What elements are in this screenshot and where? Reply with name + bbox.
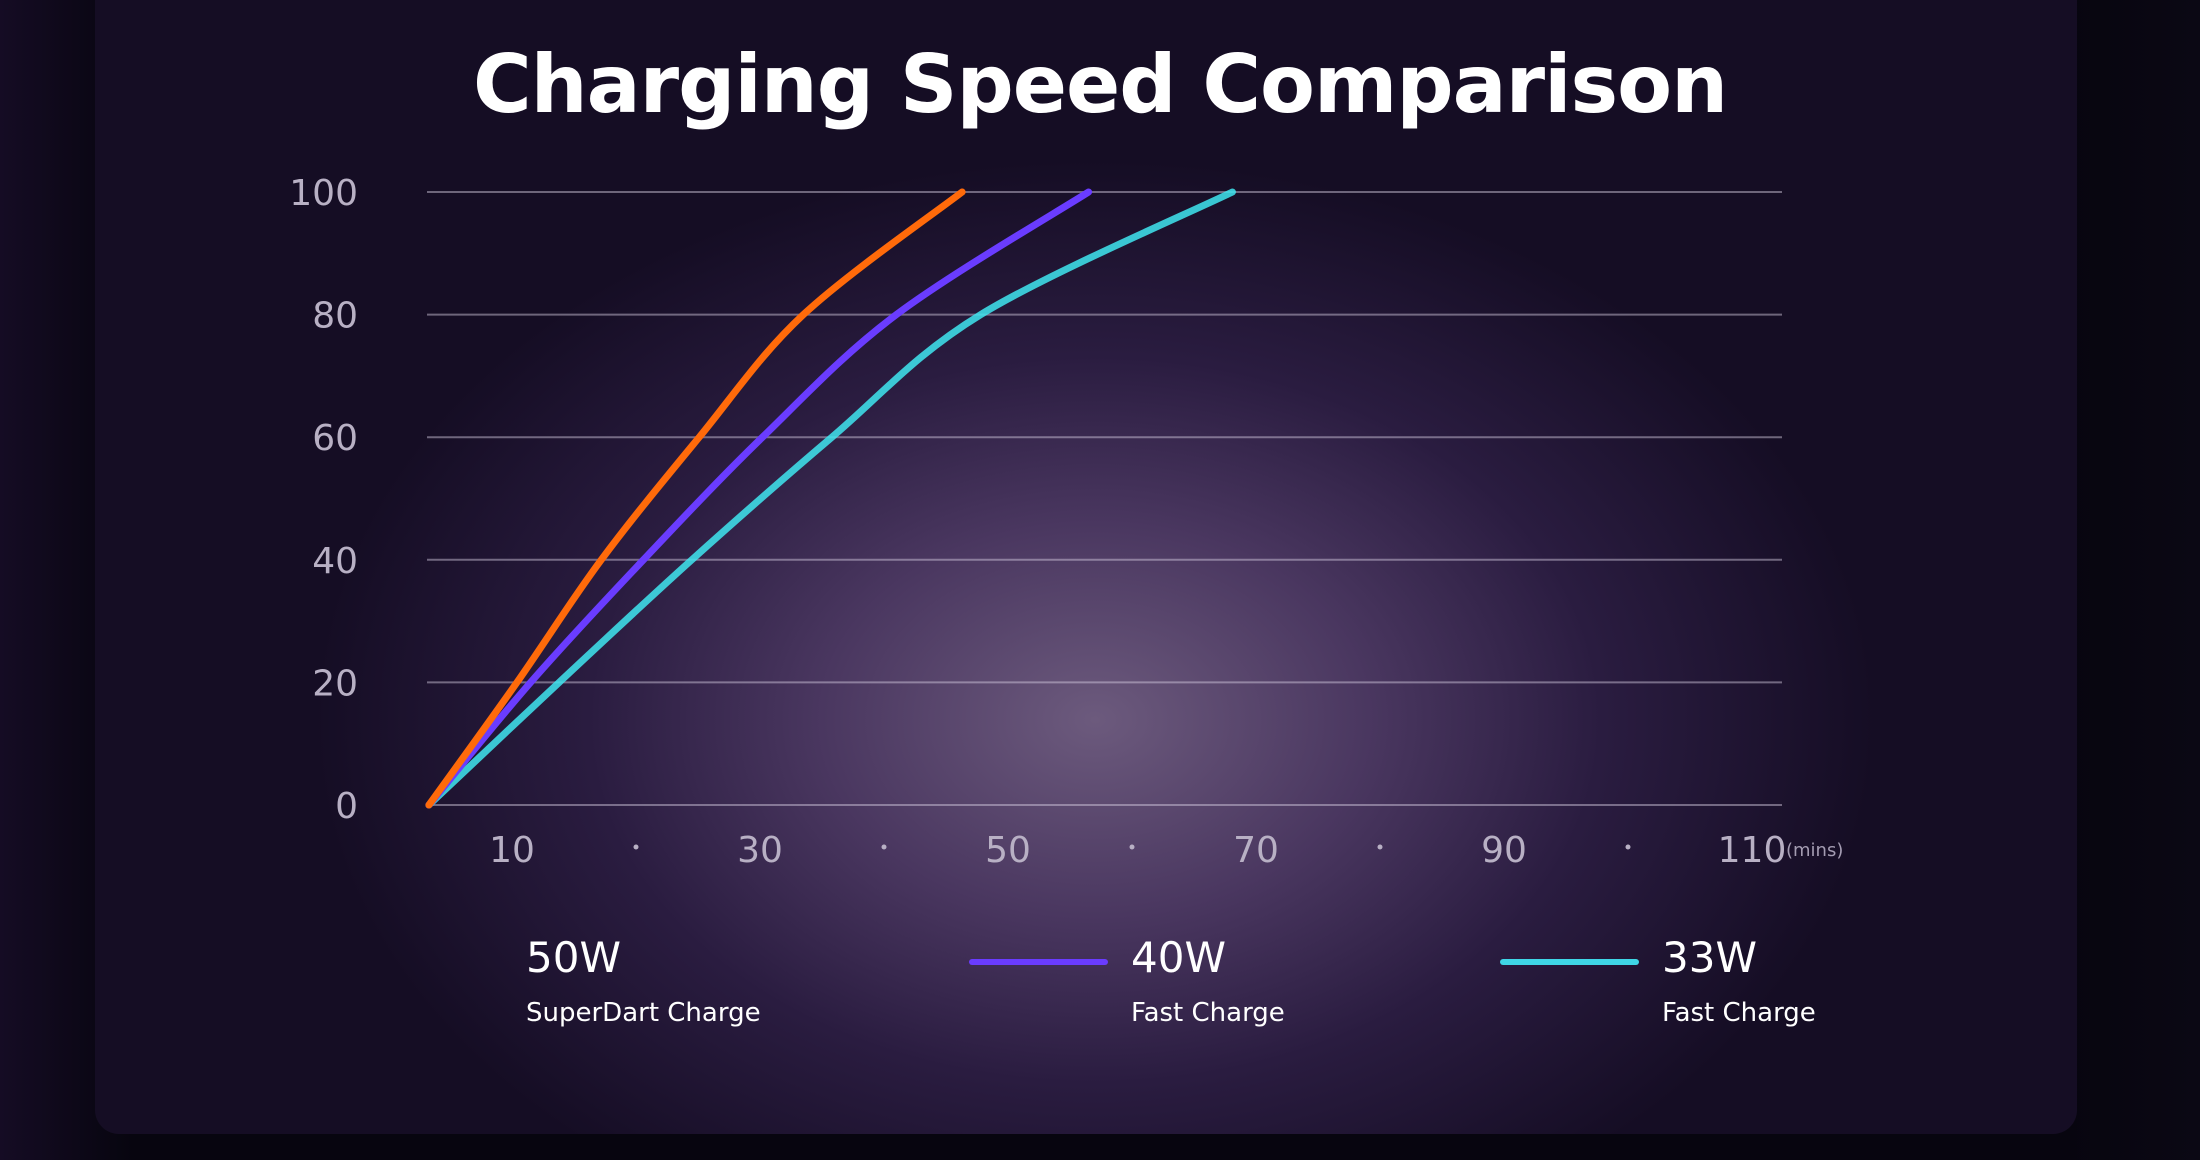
legend-label: 50W (526, 933, 621, 982)
y-tick-label: 100 (289, 173, 358, 214)
legend-label: 33W (1662, 933, 1757, 982)
y-tick-label: 40 (312, 541, 358, 582)
legend-sublabel: SuperDart Charge (526, 998, 761, 1028)
legend-sublabel: Fast Charge (1662, 998, 1816, 1028)
y-tick-label: 20 (312, 663, 358, 704)
x-tick-label: 50 (985, 830, 1031, 871)
chart-title: Charging Speed Comparison (472, 38, 1728, 131)
chart-card (95, 0, 2077, 1134)
x-tick-label: 10 (489, 830, 535, 871)
x-tick-label: 30 (737, 830, 783, 871)
series-line-40W (425, 188, 1093, 809)
x-tick-label: 110 (1718, 830, 1787, 871)
y-tick-label: 0 (335, 786, 358, 827)
x-tick-dot (881, 844, 887, 850)
series-line-33W (425, 188, 1236, 809)
series-line-50W (425, 188, 966, 809)
x-tick-dot (1625, 844, 1631, 850)
y-tick-label: 80 (312, 296, 358, 337)
x-tick-dot (1377, 844, 1383, 850)
legend-sublabel: Fast Charge (1131, 998, 1285, 1028)
legend-label: 40W (1131, 933, 1226, 982)
x-tick-label: 70 (1233, 830, 1279, 871)
x-tick-label: 90 (1481, 830, 1527, 871)
y-tick-label: 60 (312, 418, 358, 459)
x-tick-dot (633, 844, 639, 850)
x-unit-label: (mins) (1786, 840, 1843, 861)
x-tick-dot (1129, 844, 1135, 850)
